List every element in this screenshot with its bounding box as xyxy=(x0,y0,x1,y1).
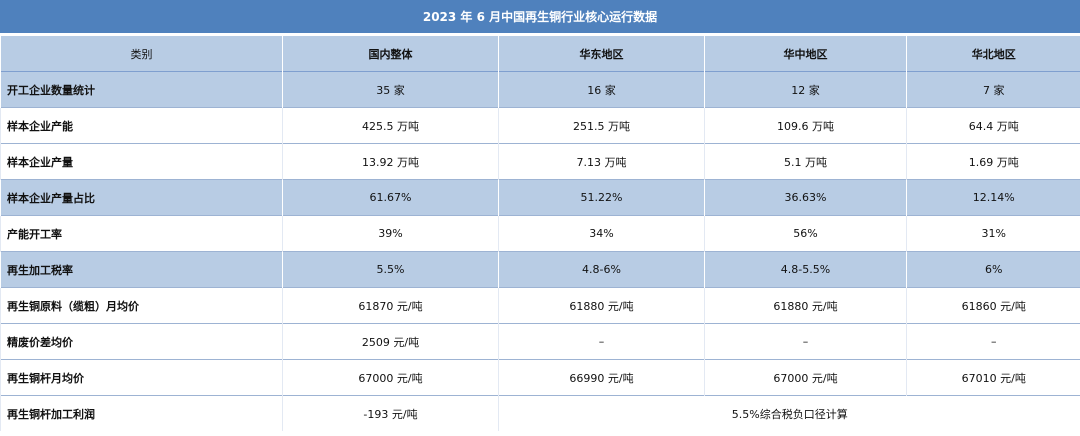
row-label: 样本企业产能 xyxy=(0,107,283,144)
cell-central-china: 4.8-5.5% xyxy=(704,251,907,288)
cell-central-china: 12 家 xyxy=(704,71,907,108)
cell-east-china: 16 家 xyxy=(498,71,705,108)
header-national: 国内整体 xyxy=(282,36,499,72)
cell-east-china: 251.5 万吨 xyxy=(498,107,705,144)
table-row: 再生铜杆月均价 67000 元/吨 66990 元/吨 67000 元/吨 67… xyxy=(0,359,1080,396)
cell-north-china: 64.4 万吨 xyxy=(906,107,1080,144)
cell-national: 13.92 万吨 xyxy=(282,143,499,180)
cell-national: 61870 元/吨 xyxy=(282,287,499,324)
cell-national: 39% xyxy=(282,215,499,252)
table-row: 样本企业产量 13.92 万吨 7.13 万吨 5.1 万吨 1.69 万吨 xyxy=(0,143,1080,180)
cell-north-china: 61860 元/吨 xyxy=(906,287,1080,324)
table-row: 精废价差均价 2509 元/吨 – – – xyxy=(0,323,1080,360)
table-row: 再生加工税率 5.5% 4.8-6% 4.8-5.5% 6% xyxy=(0,251,1080,288)
cell-north-china: 12.14% xyxy=(906,179,1080,216)
row-label: 产能开工率 xyxy=(0,215,283,252)
cell-national: -193 元/吨 xyxy=(282,395,499,431)
cell-east-china: 7.13 万吨 xyxy=(498,143,705,180)
cell-central-china: – xyxy=(704,323,907,360)
row-label: 再生铜杆月均价 xyxy=(0,359,283,396)
cell-east-china: 4.8-6% xyxy=(498,251,705,288)
table-row: 再生铜杆加工利润 -193 元/吨 5.5%综合税负口径计算 xyxy=(0,395,1080,431)
table-row: 样本企业产量占比 61.67% 51.22% 36.63% 12.14% xyxy=(0,179,1080,216)
table-row: 再生铜原料（缆粗）月均价 61870 元/吨 61880 元/吨 61880 元… xyxy=(0,287,1080,324)
row-label: 再生铜杆加工利润 xyxy=(0,395,283,431)
cell-east-china: – xyxy=(498,323,705,360)
cell-central-china: 67000 元/吨 xyxy=(704,359,907,396)
row-label: 再生铜原料（缆粗）月均价 xyxy=(0,287,283,324)
cell-north-china: 1.69 万吨 xyxy=(906,143,1080,180)
row-label: 样本企业产量占比 xyxy=(0,179,283,216)
row-label: 再生加工税率 xyxy=(0,251,283,288)
cell-tax-basis-note: 5.5%综合税负口径计算 xyxy=(498,395,1080,431)
header-east-china: 华东地区 xyxy=(498,36,705,72)
cell-east-china: 61880 元/吨 xyxy=(498,287,705,324)
cell-central-china: 61880 元/吨 xyxy=(704,287,907,324)
cell-east-china: 34% xyxy=(498,215,705,252)
cell-national: 5.5% xyxy=(282,251,499,288)
cell-north-china: 67010 元/吨 xyxy=(906,359,1080,396)
cell-north-china: 31% xyxy=(906,215,1080,252)
cell-central-china: 5.1 万吨 xyxy=(704,143,907,180)
row-label: 样本企业产量 xyxy=(0,143,283,180)
table-row: 产能开工率 39% 34% 56% 31% xyxy=(0,215,1080,252)
cell-national: 67000 元/吨 xyxy=(282,359,499,396)
table-row: 开工企业数量统计 35 家 16 家 12 家 7 家 xyxy=(0,71,1080,108)
cell-east-china: 66990 元/吨 xyxy=(498,359,705,396)
cell-national: 425.5 万吨 xyxy=(282,107,499,144)
header-row: 类别 国内整体 华东地区 华中地区 华北地区 xyxy=(0,36,1080,72)
cell-national: 61.67% xyxy=(282,179,499,216)
cell-north-china: 7 家 xyxy=(906,71,1080,108)
cell-national: 35 家 xyxy=(282,71,499,108)
header-central-china: 华中地区 xyxy=(704,36,907,72)
cell-north-china: 6% xyxy=(906,251,1080,288)
core-data-table: 类别 国内整体 华东地区 华中地区 华北地区 开工企业数量统计 35 家 16 … xyxy=(0,36,1080,431)
cell-central-china: 109.6 万吨 xyxy=(704,107,907,144)
cell-east-china: 51.22% xyxy=(498,179,705,216)
header-north-china: 华北地区 xyxy=(906,36,1080,72)
cell-north-china: – xyxy=(906,323,1080,360)
table-row: 样本企业产能 425.5 万吨 251.5 万吨 109.6 万吨 64.4 万… xyxy=(0,107,1080,144)
cell-national: 2509 元/吨 xyxy=(282,323,499,360)
row-label: 开工企业数量统计 xyxy=(0,71,283,108)
cell-central-china: 36.63% xyxy=(704,179,907,216)
cell-central-china: 56% xyxy=(704,215,907,252)
table-title: 2023 年 6 月中国再生铜行业核心运行数据 xyxy=(0,0,1080,36)
header-category: 类别 xyxy=(0,36,283,72)
row-label: 精废价差均价 xyxy=(0,323,283,360)
